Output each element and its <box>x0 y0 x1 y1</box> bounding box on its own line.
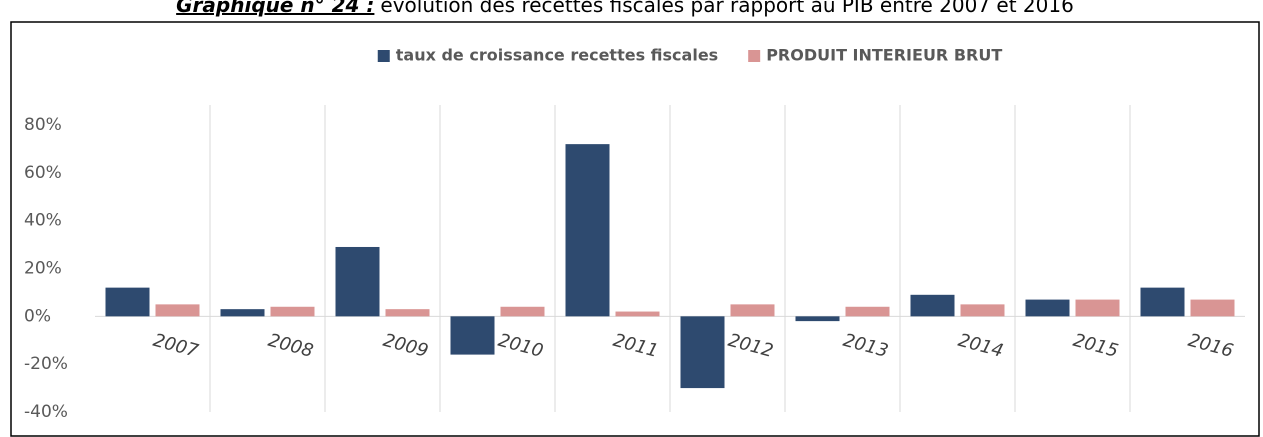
bar <box>615 311 660 317</box>
legend-swatch <box>748 50 761 62</box>
bar <box>105 287 150 317</box>
bar <box>795 316 840 322</box>
legend-label: taux de croissance recettes fiscales <box>396 46 718 65</box>
legend-label: PRODUIT INTERIEUR BRUT <box>766 46 1002 65</box>
bar <box>960 304 1005 317</box>
chart-border <box>10 21 1260 437</box>
bar <box>1075 299 1120 317</box>
title-text: évolution des recettes fiscales par rapp… <box>380 0 1073 17</box>
bar <box>1025 299 1070 317</box>
title-number: Graphique n° 24 : <box>176 0 374 17</box>
bar <box>450 316 495 355</box>
bar <box>385 309 430 317</box>
y-tick-label: 60% <box>24 163 62 183</box>
y-tick-label: 80% <box>24 115 62 135</box>
bar <box>845 306 890 317</box>
y-tick-label: 40% <box>24 211 62 231</box>
bar <box>1140 287 1185 317</box>
bar <box>1190 299 1235 317</box>
bar <box>910 294 955 317</box>
bar <box>220 309 265 317</box>
bar <box>270 306 315 317</box>
y-tick-label: -20% <box>24 354 68 374</box>
bar <box>155 304 200 317</box>
bar <box>565 144 610 317</box>
y-tick-label: 0% <box>24 306 51 326</box>
legend-swatch <box>377 50 390 62</box>
bar <box>500 306 545 317</box>
bar <box>680 316 725 389</box>
y-tick-label: -40% <box>24 402 68 422</box>
chart-title: Graphique n° 24 : évolution des recettes … <box>176 0 1074 17</box>
legend: taux de croissance recettes fiscales PROD… <box>377 46 1002 65</box>
bar <box>335 246 380 317</box>
y-tick-label: 20% <box>24 259 62 279</box>
bar <box>730 304 775 317</box>
